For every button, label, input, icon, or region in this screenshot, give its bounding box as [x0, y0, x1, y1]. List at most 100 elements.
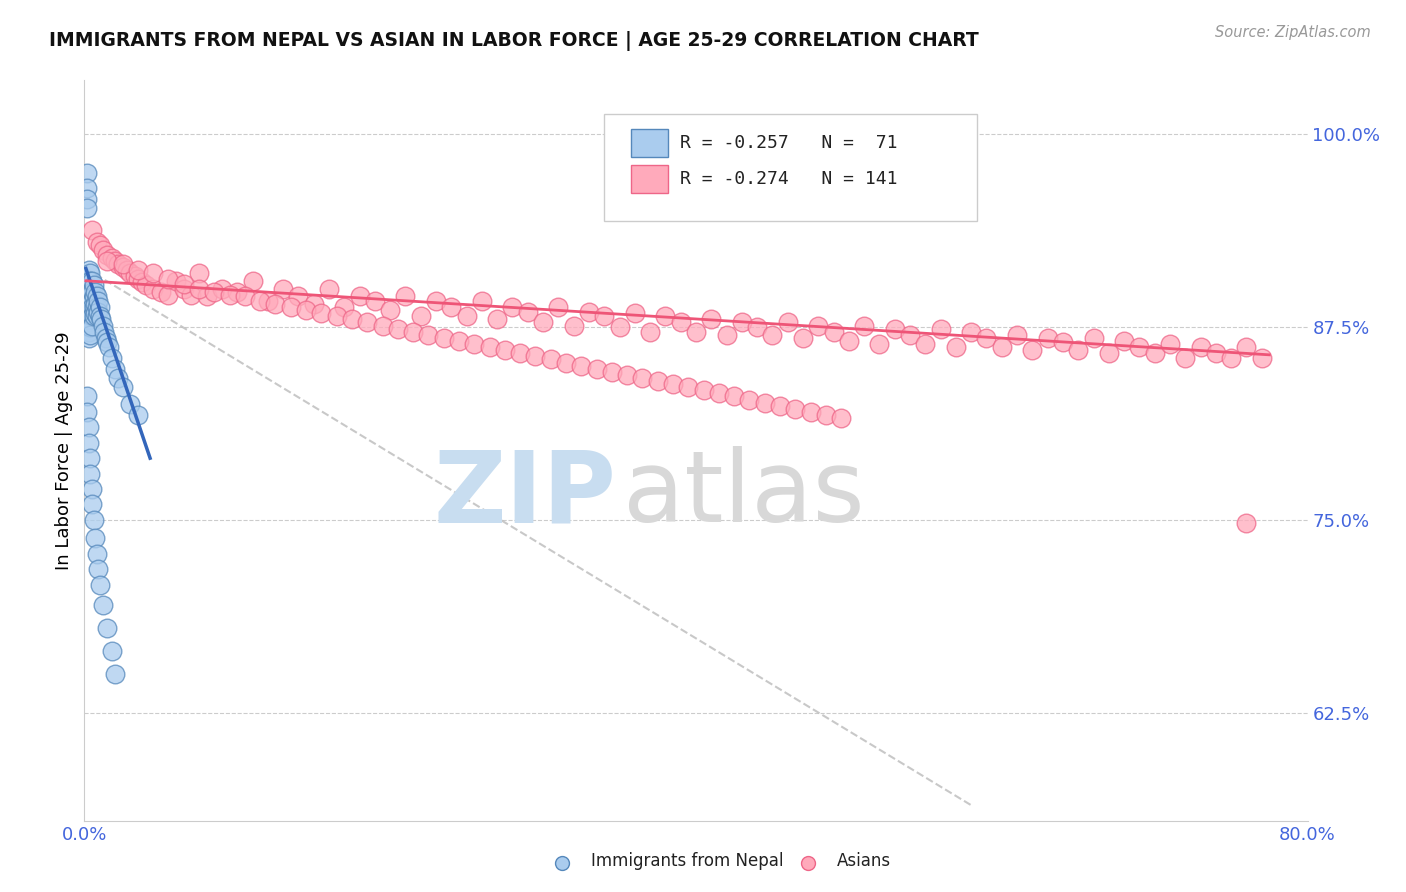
Point — [76, 166, 98, 180]
Point — [524, 350, 547, 364]
Text: atlas: atlas — [623, 446, 865, 543]
Point — [79, 303, 101, 318]
Point — [83, 278, 105, 293]
Point — [188, 281, 211, 295]
Point — [738, 392, 761, 407]
Point — [838, 334, 860, 348]
Point — [264, 297, 287, 311]
Point — [1159, 337, 1181, 351]
Point — [91, 318, 114, 333]
Point — [257, 293, 280, 308]
Point — [80, 223, 103, 237]
Point — [84, 285, 107, 299]
Point — [142, 281, 165, 295]
Point — [716, 327, 738, 342]
Point — [83, 513, 105, 527]
Text: Source: ZipAtlas.com: Source: ZipAtlas.com — [1215, 25, 1371, 40]
Y-axis label: In Labor Force | Age 25-29: In Labor Force | Age 25-29 — [55, 331, 73, 570]
Point — [77, 303, 100, 318]
Point — [180, 287, 202, 301]
Point — [409, 310, 432, 324]
Point — [120, 266, 142, 280]
Point — [79, 274, 101, 288]
Point — [79, 467, 101, 481]
Point — [349, 289, 371, 303]
Point — [173, 281, 195, 295]
Point — [94, 331, 117, 345]
Text: R = -0.274   N = 141: R = -0.274 N = 141 — [681, 169, 897, 187]
Point — [830, 411, 852, 425]
Point — [1250, 351, 1272, 365]
Bar — [631, 165, 668, 193]
Point — [77, 274, 100, 288]
Point — [356, 315, 378, 329]
Point — [471, 293, 494, 308]
Point — [509, 346, 531, 360]
Point — [494, 343, 516, 358]
Text: R = -0.257   N =  71: R = -0.257 N = 71 — [681, 134, 897, 153]
Point — [97, 340, 120, 354]
Point — [211, 281, 233, 295]
Point — [593, 310, 616, 324]
Point — [80, 285, 103, 299]
Point — [149, 285, 172, 299]
Point — [502, 300, 524, 314]
Point — [77, 310, 100, 324]
Point — [638, 325, 661, 339]
Point — [540, 352, 562, 367]
Point — [531, 315, 554, 329]
Point — [823, 325, 845, 339]
Point — [202, 285, 225, 299]
Point — [173, 277, 195, 291]
Point — [280, 300, 302, 314]
Point — [76, 405, 98, 419]
Point — [1143, 346, 1166, 360]
Point — [86, 310, 108, 324]
Point — [562, 318, 585, 333]
Point — [77, 281, 100, 295]
Point — [929, 321, 952, 335]
Point — [447, 334, 470, 348]
Point — [754, 395, 776, 409]
Point — [647, 374, 669, 388]
Point — [79, 312, 101, 326]
Point — [302, 297, 325, 311]
Point — [914, 337, 936, 351]
Point — [678, 380, 700, 394]
Point — [233, 289, 256, 303]
Point — [96, 253, 118, 268]
Point — [333, 300, 356, 314]
FancyBboxPatch shape — [605, 113, 977, 221]
Point — [1128, 340, 1150, 354]
Point — [101, 644, 124, 658]
Text: ZIP: ZIP — [433, 446, 616, 543]
Point — [87, 562, 110, 576]
Point — [120, 397, 142, 411]
Point — [976, 331, 998, 345]
Point — [76, 181, 98, 195]
Point — [516, 304, 538, 318]
Point — [107, 257, 129, 271]
Point — [96, 247, 118, 261]
Point — [89, 300, 111, 314]
Point — [654, 310, 676, 324]
Point — [1236, 516, 1258, 530]
Point — [91, 243, 114, 257]
Point — [287, 289, 309, 303]
Point — [1205, 346, 1227, 360]
Point — [1189, 340, 1212, 354]
Point — [91, 598, 114, 612]
Point — [77, 315, 100, 329]
Point — [86, 289, 108, 303]
Point — [90, 312, 112, 326]
Point — [77, 420, 100, 434]
Point — [394, 289, 416, 303]
Point — [101, 351, 124, 365]
Point — [195, 289, 218, 303]
Point — [226, 285, 249, 299]
Point — [551, 855, 574, 870]
Point — [76, 202, 98, 216]
Point — [242, 274, 264, 288]
Point — [104, 361, 127, 376]
Point — [1036, 331, 1059, 345]
